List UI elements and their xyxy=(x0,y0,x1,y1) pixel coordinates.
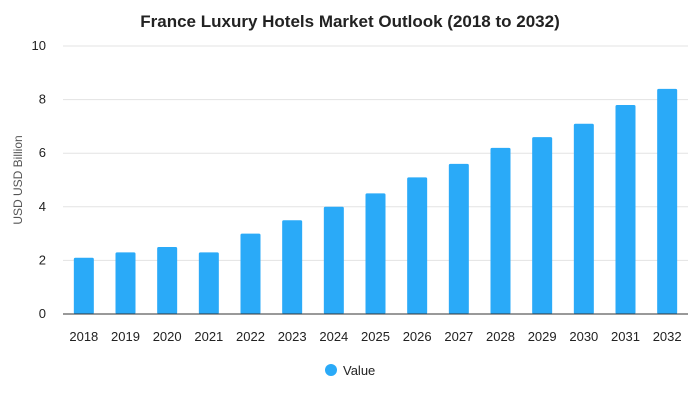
x-tick-label: 2024 xyxy=(319,329,348,344)
y-tick-label: 6 xyxy=(39,145,46,160)
bar xyxy=(323,206,344,314)
chart-title: France Luxury Hotels Market Outlook (201… xyxy=(140,12,559,31)
bar xyxy=(115,252,136,314)
bar xyxy=(532,137,553,314)
x-tick-label: 2032 xyxy=(653,329,682,344)
bar xyxy=(365,193,386,314)
bar xyxy=(490,147,511,314)
bars xyxy=(73,88,678,315)
x-tick-label: 2020 xyxy=(153,329,182,344)
x-axis: 2018 2019 2020 2021 2022 2023 2024 2025 2026 2027… xyxy=(69,329,681,344)
bar xyxy=(73,257,94,314)
legend-label: Value xyxy=(343,363,375,378)
x-tick-label: 2023 xyxy=(278,329,307,344)
x-tick-label: 2022 xyxy=(236,329,265,344)
x-tick-label: 2021 xyxy=(194,329,223,344)
y-tick-label: 0 xyxy=(39,306,46,321)
bar xyxy=(240,233,261,314)
x-tick-label: 2031 xyxy=(611,329,640,344)
y-tick-label: 8 xyxy=(39,92,46,107)
bar xyxy=(657,88,678,314)
bar xyxy=(615,104,636,315)
x-tick-label: 2019 xyxy=(111,329,140,344)
bar xyxy=(407,177,428,314)
y-tick-label: 10 xyxy=(32,38,46,53)
y-axis-label: USD USD Billion xyxy=(11,135,25,224)
x-tick-label: 2029 xyxy=(528,329,557,344)
x-tick-label: 2026 xyxy=(403,329,432,344)
y-tick-label: 4 xyxy=(39,199,46,214)
bar xyxy=(282,220,303,314)
y-axis: 0 2 4 6 8 10 xyxy=(32,38,46,321)
legend: Value xyxy=(325,363,375,378)
x-tick-label: 2028 xyxy=(486,329,515,344)
bar xyxy=(157,247,178,314)
x-tick-label: 2030 xyxy=(569,329,598,344)
bar xyxy=(448,163,469,314)
x-tick-label: 2018 xyxy=(69,329,98,344)
y-tick-label: 2 xyxy=(39,252,46,267)
x-tick-label: 2025 xyxy=(361,329,390,344)
x-tick-label: 2027 xyxy=(444,329,473,344)
bar xyxy=(198,252,219,314)
legend-swatch xyxy=(325,364,337,376)
bar xyxy=(573,123,594,314)
